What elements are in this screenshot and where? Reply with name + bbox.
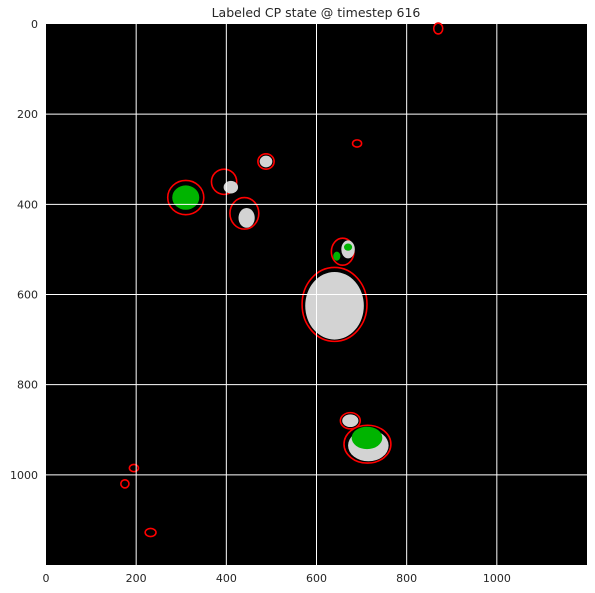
y-tick-label: 800 xyxy=(17,379,38,392)
boundary-region xyxy=(166,179,205,216)
y-tick-label: 400 xyxy=(17,198,38,211)
y-tick-label: 600 xyxy=(17,289,38,302)
x-tick-label: 200 xyxy=(126,572,147,585)
interior-region xyxy=(259,155,273,168)
interior-region xyxy=(238,207,255,228)
boundary-region xyxy=(301,266,368,343)
boundary-region xyxy=(210,168,238,196)
interior-region xyxy=(223,180,239,194)
y-tick-label: 200 xyxy=(17,108,38,121)
boundary-region xyxy=(128,463,140,473)
plot-area xyxy=(46,22,587,565)
x-tick-label: 0 xyxy=(43,572,50,585)
interior-region xyxy=(342,414,359,428)
x-tick-label: 800 xyxy=(396,572,417,585)
x-tick-label: 600 xyxy=(306,572,327,585)
labeled-region xyxy=(172,185,200,210)
interior-region xyxy=(305,271,364,340)
labeled-region xyxy=(333,251,341,261)
boundary-region xyxy=(432,22,444,35)
boundary-region xyxy=(257,153,275,170)
boundary-region xyxy=(144,527,157,538)
y-axis: 0 200 400 600 800 1000 xyxy=(10,18,38,482)
y-tick-label: 1000 xyxy=(10,469,38,482)
boundary-region xyxy=(339,411,362,430)
boundary-region xyxy=(229,196,260,230)
labeled-region xyxy=(344,243,353,251)
labeled-region xyxy=(351,426,383,450)
y-tick-label: 0 xyxy=(31,18,38,31)
x-axis: 0 200 400 600 800 1000 xyxy=(43,572,511,585)
boundary-region xyxy=(120,478,130,489)
chart-title: Labeled CP state @ timestep 616 xyxy=(212,5,421,20)
x-tick-label: 400 xyxy=(216,572,237,585)
x-tick-label: 1000 xyxy=(483,572,511,585)
boundary-region xyxy=(343,424,392,464)
boundary-region xyxy=(351,139,363,148)
